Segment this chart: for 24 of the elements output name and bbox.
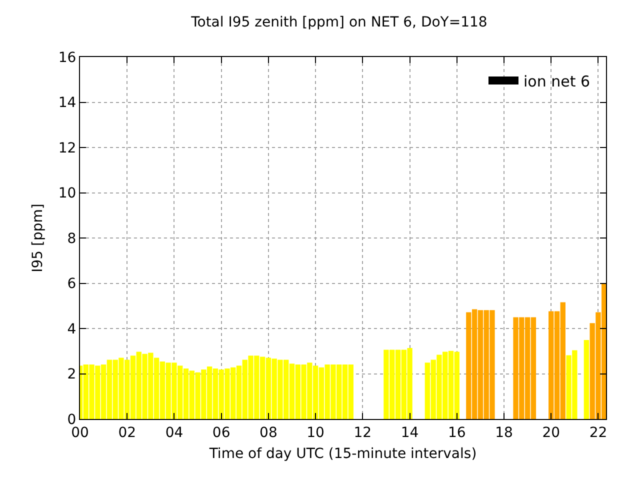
y-tick-label: 8 (67, 230, 76, 247)
x-tick-label: 22 (589, 424, 608, 441)
x-tick-label: 10 (306, 424, 324, 441)
y-tick-label: 12 (58, 140, 76, 156)
x-tick-label: 14 (400, 424, 419, 441)
y-axis-title: I95 [ppm] (30, 204, 46, 272)
chart-title: Total I95 zenith [ppm] on NET 6, DoY=118 (190, 14, 488, 30)
x-axis-title: Time of day UTC (15-minute intervals) (208, 446, 477, 462)
y-tick-label: 2 (67, 366, 76, 383)
bar (584, 340, 590, 419)
y-tick-label: 6 (67, 276, 76, 292)
x-tick-label: 16 (448, 424, 466, 441)
y-tick-label: 14 (58, 95, 76, 112)
y-tick-label: 4 (67, 321, 76, 338)
text: ion net 6 (523, 72, 590, 90)
x-tick-label: 12 (354, 424, 372, 441)
y-tick-label: 10 (58, 186, 76, 202)
x-tick-label: 20 (542, 424, 560, 441)
x-tick-label: 02 (118, 424, 136, 441)
x-tick-label: 08 (260, 424, 278, 441)
x-tick-label: 18 (495, 424, 513, 441)
x-tick-label: 06 (212, 424, 230, 441)
y-tick-label: 16 (58, 50, 76, 66)
x-tick-label: 04 (165, 424, 184, 441)
